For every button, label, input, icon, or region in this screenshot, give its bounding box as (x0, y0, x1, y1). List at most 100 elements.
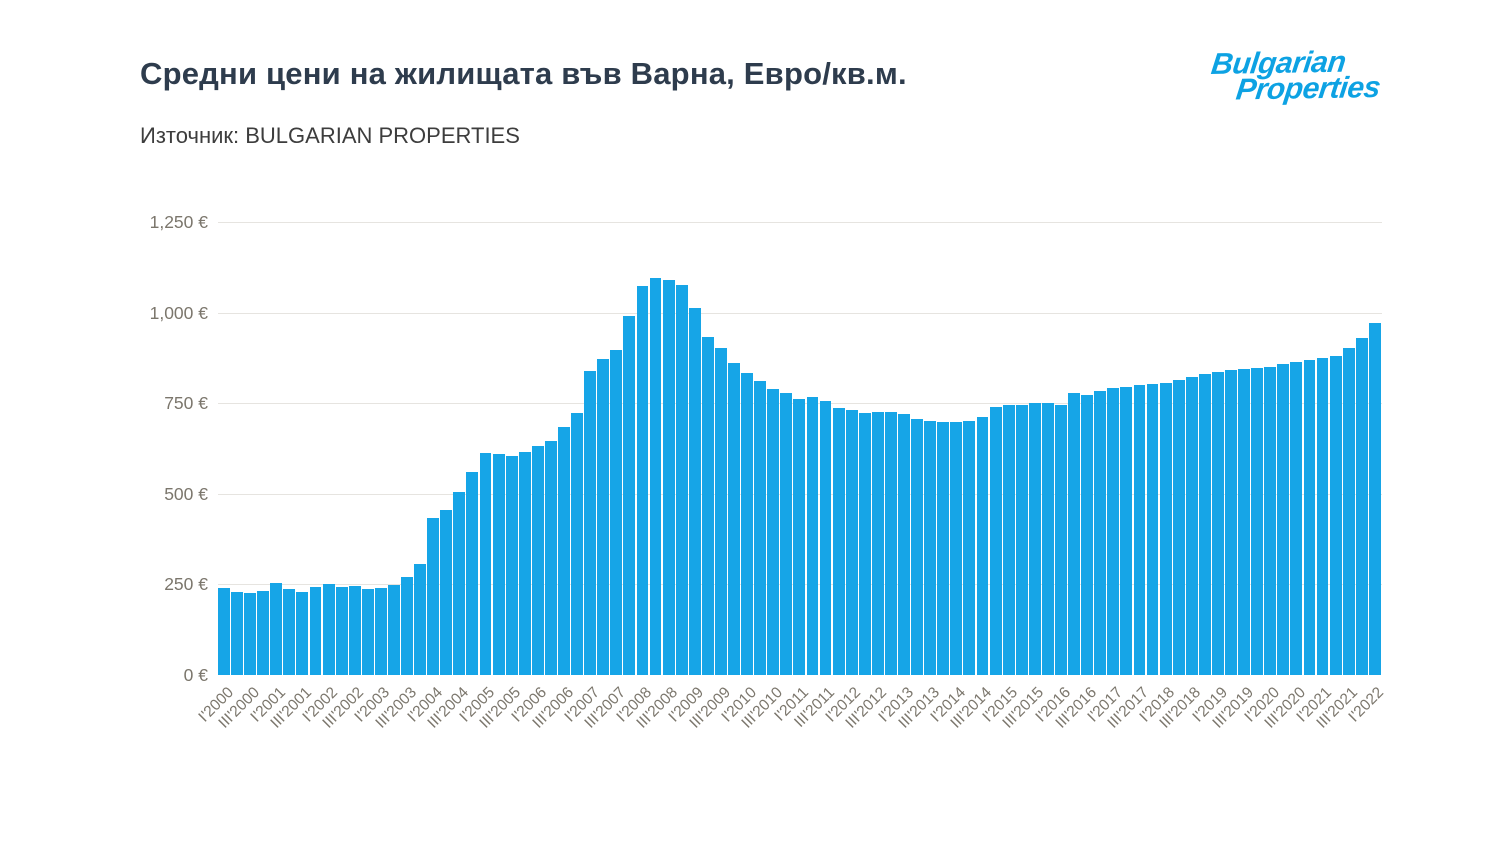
bar (924, 420, 937, 675)
y-axis-tick-label: 0 € (183, 665, 208, 685)
bar (1225, 370, 1237, 675)
bar (1238, 369, 1250, 675)
bar (427, 518, 440, 675)
bar (571, 412, 583, 675)
bar (244, 593, 257, 675)
bar (518, 452, 531, 675)
bar (1094, 390, 1107, 675)
bar (636, 286, 649, 675)
bar (649, 278, 662, 675)
bar (1055, 405, 1067, 675)
bar (558, 426, 570, 675)
bar (1159, 382, 1172, 675)
y-axis-tick-label: 500 € (164, 483, 208, 504)
bar (675, 285, 688, 675)
bar (1028, 403, 1041, 675)
bar (1355, 337, 1368, 675)
bar (767, 388, 780, 675)
bar (1081, 394, 1094, 675)
bar (296, 592, 309, 675)
bar (584, 371, 597, 675)
bar (479, 452, 492, 675)
bar (911, 418, 924, 675)
bar (1185, 377, 1198, 675)
bar (950, 421, 963, 675)
bar (335, 587, 348, 675)
bar (1041, 402, 1054, 675)
bar (257, 590, 270, 675)
bar (871, 411, 884, 675)
bar (531, 445, 544, 675)
bar (885, 411, 897, 675)
bar (754, 381, 767, 675)
bar (898, 414, 910, 675)
bar (832, 407, 845, 675)
bar (218, 588, 230, 675)
bar (1068, 392, 1080, 675)
brand-logo-line2: Properties (1234, 71, 1383, 107)
bar (701, 336, 714, 675)
bar (963, 420, 976, 675)
bar (741, 372, 754, 675)
bar (1316, 357, 1329, 675)
bar (728, 362, 740, 675)
bar (1015, 405, 1028, 675)
bar (937, 422, 950, 675)
bar (976, 416, 989, 675)
bar (322, 584, 335, 675)
bar (466, 472, 479, 675)
bar (453, 492, 466, 675)
bar (270, 582, 283, 675)
bar (1368, 323, 1381, 675)
bar (401, 577, 413, 675)
bar (793, 398, 806, 675)
bar (348, 586, 361, 675)
bar (1211, 372, 1224, 675)
bar (610, 350, 623, 675)
bar (688, 307, 701, 675)
bar (662, 279, 675, 675)
bar (283, 588, 296, 675)
gridline (218, 312, 1382, 314)
y-axis-tick-label: 750 € (164, 393, 208, 414)
bar (1290, 361, 1303, 675)
bar (361, 589, 374, 675)
bar (1329, 355, 1342, 675)
bar (440, 509, 453, 675)
bar (780, 392, 793, 675)
bar (819, 401, 832, 675)
bar (231, 592, 243, 675)
y-axis-tick-label: 250 € (164, 574, 208, 595)
bar (1303, 360, 1316, 675)
bar (623, 316, 636, 675)
bar (1172, 380, 1185, 675)
bar (1251, 367, 1264, 675)
bar (1002, 405, 1015, 675)
bar (714, 348, 727, 675)
bar (597, 358, 610, 675)
source-label: Източник: BULGARIAN PROPERTIES (140, 123, 520, 148)
bar (989, 407, 1002, 675)
y-axis-tick-label: 1,000 € (149, 302, 208, 323)
gridline (218, 222, 1382, 223)
bar (1146, 384, 1159, 675)
bar (1342, 348, 1355, 675)
bar (858, 412, 871, 675)
bar (388, 585, 400, 675)
bar (1133, 385, 1146, 675)
bar (1198, 374, 1211, 675)
bar (1277, 364, 1290, 675)
bar (1264, 366, 1277, 675)
y-axis-tick-label: 1,250 € (149, 212, 208, 232)
bar (505, 456, 518, 675)
bar (544, 440, 557, 675)
bar (1107, 388, 1120, 675)
bar (806, 396, 819, 675)
bar (845, 410, 858, 675)
bar (374, 588, 387, 675)
bar (309, 587, 322, 675)
bar (414, 564, 427, 675)
brand-logo: Bulgarian Properties (1207, 46, 1444, 107)
bar (1120, 386, 1133, 675)
